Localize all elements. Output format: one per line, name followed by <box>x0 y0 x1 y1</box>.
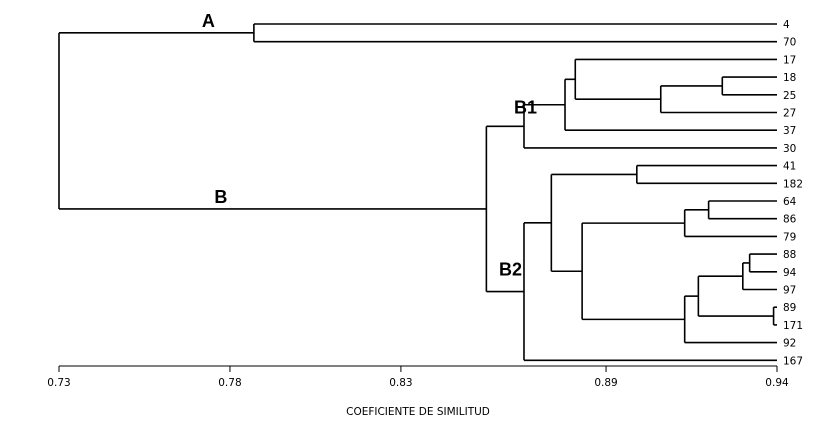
leaf-label: 182 <box>783 178 803 190</box>
leaf-label: 79 <box>783 231 796 243</box>
leaf-label: 92 <box>783 338 796 350</box>
leaf-label: 25 <box>783 90 796 102</box>
leaf-label: 27 <box>783 108 796 120</box>
cluster-labels: A B B1 B2 <box>202 11 537 280</box>
cluster-label-b2: B2 <box>499 260 522 280</box>
x-tick-label: 0.94 <box>765 377 789 389</box>
leaf-label: 18 <box>783 72 796 84</box>
leaf-label: 89 <box>783 302 796 314</box>
x-axis-title: COEFICIENTE DE SIMILITUD <box>346 406 490 418</box>
leaf-label: 30 <box>783 143 796 155</box>
leaf-label: 167 <box>783 355 803 367</box>
leaf-label: 4 <box>783 19 790 31</box>
leaf-label: 86 <box>783 214 797 226</box>
dendrogram-branches <box>58 23 777 362</box>
leaf-label: 17 <box>783 54 796 66</box>
leaf-label: 70 <box>783 37 796 49</box>
x-tick-label: 0.78 <box>218 377 241 389</box>
x-axis-ticks: 0.73 0.78 0.83 0.89 0.94 <box>47 366 789 389</box>
leaf-label: 97 <box>783 285 796 297</box>
leaf-label: 37 <box>783 125 796 137</box>
cluster-label-a: A <box>202 11 215 31</box>
leaf-labels: 4 70 17 18 25 27 37 30 41 182 64 86 79 88 94 97 89 171 92 1… <box>783 19 803 367</box>
leaf-label: 41 <box>783 161 796 173</box>
leaf-label: 64 <box>783 196 797 208</box>
x-tick-label: 0.89 <box>594 377 617 389</box>
x-axis: 0.73 0.78 0.83 0.89 0.94 <box>47 365 789 389</box>
leaf-label: 171 <box>783 320 803 332</box>
cluster-label-b: B <box>214 187 227 207</box>
leaf-label: 88 <box>783 249 796 261</box>
cluster-label-b1: B1 <box>514 97 537 117</box>
x-tick-label: 0.73 <box>47 377 70 389</box>
x-tick-label: 0.83 <box>389 377 412 389</box>
leaf-label: 94 <box>783 267 797 279</box>
